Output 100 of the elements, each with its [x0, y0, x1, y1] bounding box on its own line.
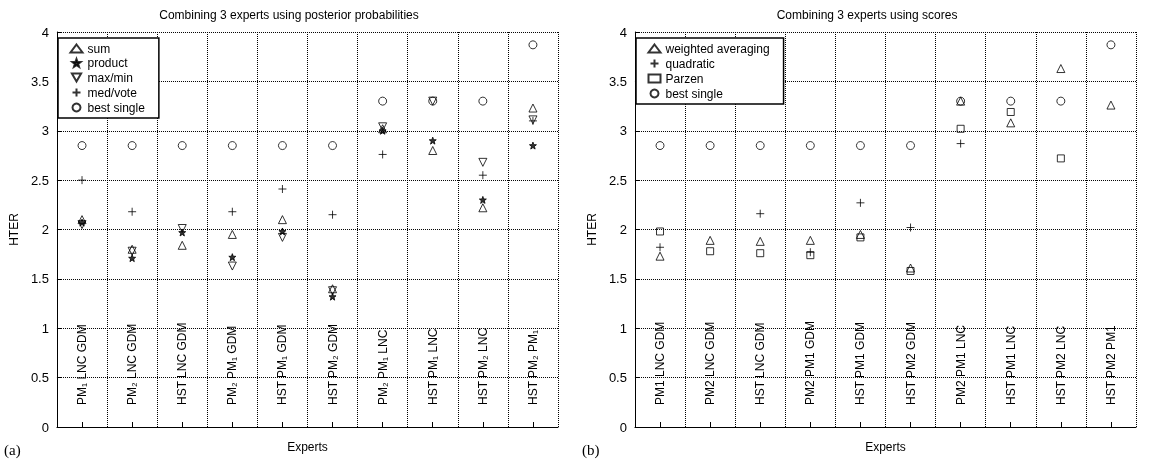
point — [428, 146, 438, 155]
point — [478, 170, 488, 180]
y-tick-label: 3.5 — [30, 73, 49, 89]
y-tick-label: 3 — [619, 123, 627, 139]
x-tick-label: HST PM2 GDM — [903, 321, 918, 405]
point — [855, 141, 865, 151]
point — [177, 224, 187, 234]
point — [328, 141, 338, 151]
point — [705, 235, 715, 245]
x-axis-title: Experts — [865, 440, 906, 454]
point — [655, 251, 665, 261]
point — [478, 157, 488, 167]
point — [177, 240, 187, 250]
y-tick-label: 3 — [41, 123, 49, 139]
point — [1056, 96, 1066, 106]
legend-label: best single — [665, 86, 724, 101]
point — [1006, 107, 1015, 116]
chart-title: Combining 3 experts using posterior probabilities — [159, 8, 419, 22]
y-tick-label: 4 — [41, 24, 49, 40]
point — [528, 40, 538, 50]
point — [378, 149, 388, 159]
point — [277, 232, 287, 242]
point — [227, 229, 237, 239]
y-axis-title: HTER — [7, 212, 21, 246]
y-axis-title: HTER — [585, 212, 599, 246]
point — [956, 139, 966, 149]
x-tick-label: HST PM2 LNC — [1053, 325, 1068, 405]
x-tick-label: HST PM₂ LNC — [475, 327, 490, 405]
point — [655, 242, 665, 252]
point — [755, 236, 765, 246]
y-tick-label: 2 — [619, 222, 627, 237]
point — [655, 141, 665, 151]
point — [378, 96, 388, 106]
legend-label: Parzen — [665, 71, 704, 86]
point — [1056, 154, 1065, 163]
x-axis-title: Experts — [287, 440, 328, 454]
y-tick-label: 0.5 — [608, 370, 627, 386]
y-tick-label: 2.5 — [608, 172, 627, 188]
point — [228, 253, 237, 262]
point — [1006, 96, 1016, 106]
point — [528, 141, 537, 150]
text: (a) — [4, 441, 21, 459]
legend-label: med/vote — [87, 85, 138, 100]
point — [706, 247, 715, 256]
x-tick-label: PM2 LNC GDM — [703, 321, 718, 405]
point — [805, 235, 815, 245]
y-tick-label: 2 — [41, 222, 49, 237]
text: (b) — [582, 441, 600, 459]
point — [906, 141, 916, 151]
x-tick-label: HST LNC GDM — [175, 322, 190, 405]
legend-label: max/min — [87, 70, 133, 85]
point — [128, 254, 137, 263]
x-tick-label: PM1 LNC GDM — [653, 321, 668, 405]
point — [328, 210, 338, 220]
point — [277, 184, 287, 194]
point — [656, 227, 665, 236]
legend-label: best single — [87, 100, 146, 115]
y-tick-label: 4 — [619, 24, 627, 40]
y-tick-label: 1 — [41, 320, 49, 336]
legend-label: product — [87, 56, 129, 70]
point — [856, 233, 865, 242]
legend-label: weighted averaging — [664, 41, 770, 56]
point — [1056, 64, 1066, 74]
x-tick-label: PM₂ LNC GDM — [125, 323, 140, 405]
point — [956, 124, 965, 133]
y-tick-label: 3.5 — [608, 73, 627, 89]
x-tick-label: PM₂ PM₁ GDM — [225, 325, 240, 405]
point — [806, 251, 815, 260]
point — [528, 103, 538, 113]
point — [478, 96, 488, 106]
x-tick-label: HST PM2 PM1 — [1103, 324, 1118, 405]
y-tick-label: 0 — [619, 419, 627, 435]
y-tick-label: 0 — [41, 419, 49, 435]
x-tick-label: HST PM₁ GDM — [275, 324, 290, 405]
point — [177, 141, 187, 151]
point — [478, 203, 488, 213]
x-tick-label: PM2 PM1 LNC — [953, 324, 968, 405]
point — [755, 209, 765, 219]
legend-label: quadratic — [665, 56, 715, 71]
y-tick-label: 0.5 — [30, 370, 49, 386]
x-tick-label: HST PM1 GDM — [853, 321, 868, 405]
point — [227, 261, 237, 271]
point — [77, 141, 87, 151]
point — [428, 136, 437, 145]
point — [227, 141, 237, 151]
x-tick-label: PM₂ PM₁ LNC — [375, 329, 390, 405]
point — [855, 198, 865, 208]
y-tick-label: 1 — [619, 320, 627, 336]
x-tick-label: HST PM₁ LNC — [425, 328, 440, 405]
point — [478, 195, 487, 204]
x-tick-label: HST PM₂ PM₁ — [525, 329, 540, 405]
point — [127, 141, 137, 151]
point — [77, 175, 87, 185]
x-tick-label: PM₁ LNC GDM — [75, 324, 90, 405]
x-tick-label: HST LNC GDM — [753, 322, 768, 405]
point — [855, 229, 865, 239]
point — [277, 141, 287, 151]
point — [277, 215, 287, 225]
point — [805, 141, 815, 151]
y-tick-label: 2.5 — [30, 172, 49, 188]
